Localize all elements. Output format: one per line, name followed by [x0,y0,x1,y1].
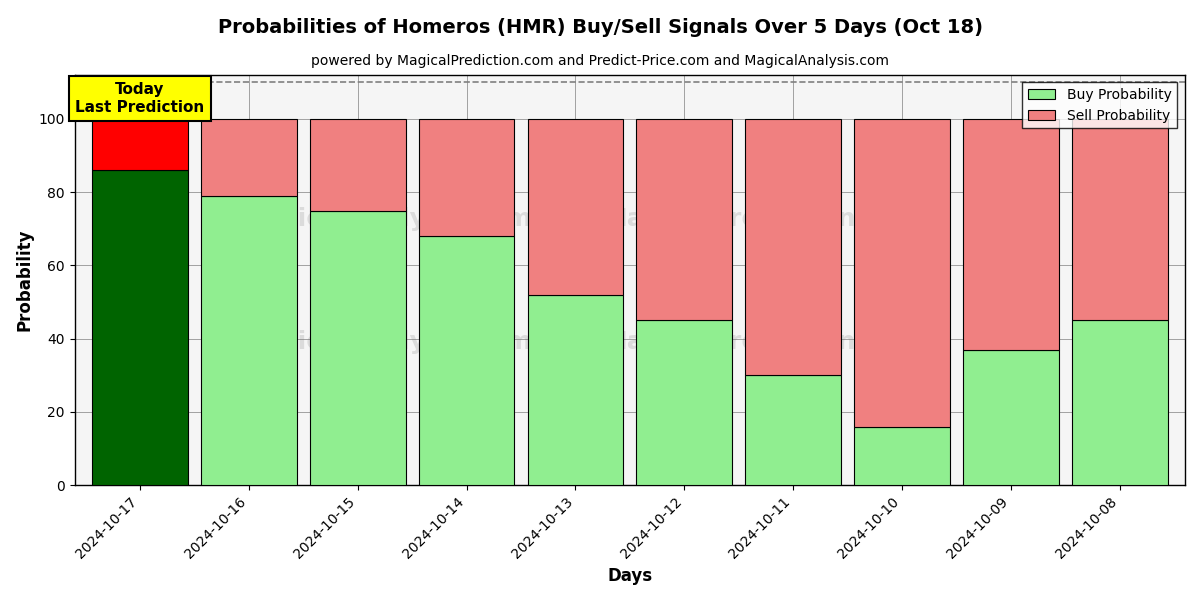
Bar [528,295,623,485]
Bar [962,119,1058,350]
Text: MagicalAnalysis.com: MagicalAnalysis.com [239,206,533,230]
Text: MagicalAnalysis.com: MagicalAnalysis.com [239,329,533,353]
Bar [854,119,950,427]
Text: MagicalPrediction.com: MagicalPrediction.com [602,329,924,353]
Bar [636,119,732,320]
X-axis label: Days: Days [607,567,653,585]
Text: MagicalPrediction.com: MagicalPrediction.com [602,206,924,230]
Bar [92,119,188,170]
Bar [310,211,406,485]
Text: powered by MagicalPrediction.com and Predict-Price.com and MagicalAnalysis.com: powered by MagicalPrediction.com and Pre… [311,54,889,68]
Bar [1072,320,1168,485]
Bar [745,119,841,375]
Bar [419,119,515,236]
Bar [1072,119,1168,320]
Bar [962,350,1058,485]
Bar [745,375,841,485]
Bar [310,119,406,211]
Bar [200,196,296,485]
Bar [528,119,623,295]
Y-axis label: Probability: Probability [16,229,34,331]
Bar [200,119,296,196]
Bar [636,320,732,485]
Bar [419,236,515,485]
Bar [854,427,950,485]
Text: Probabilities of Homeros (HMR) Buy/Sell Signals Over 5 Days (Oct 18): Probabilities of Homeros (HMR) Buy/Sell … [217,18,983,37]
Bar [92,170,188,485]
Text: Today
Last Prediction: Today Last Prediction [76,82,204,115]
Legend: Buy Probability, Sell Probability: Buy Probability, Sell Probability [1022,82,1177,128]
